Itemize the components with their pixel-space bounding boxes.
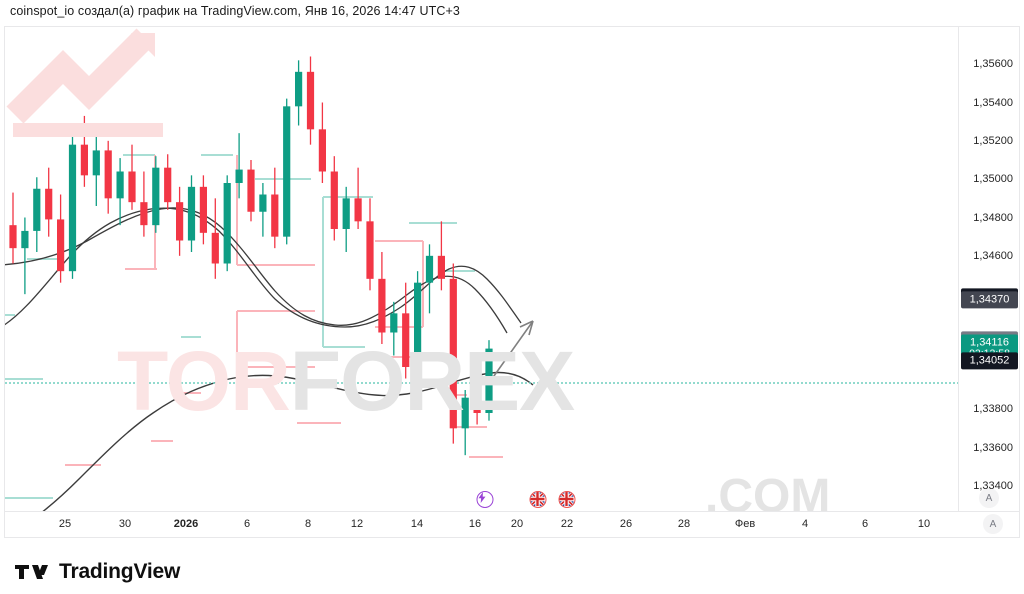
candle	[402, 313, 410, 367]
price-tick-label: 1,33600	[973, 441, 1013, 454]
candle	[366, 221, 374, 279]
time-tick-label: 4	[801, 518, 809, 530]
candle	[330, 171, 338, 229]
time-tick-label: 25	[58, 518, 72, 530]
chart-frame: TORFOREX .COM	[4, 26, 1020, 538]
time-tick-label: 20	[510, 518, 524, 530]
candle	[306, 71, 315, 130]
time-scale[interactable]: 25 30 2026 6 8 12 14 16 20 22 26 28 Фев 4 6 10 A	[5, 511, 1019, 537]
candle	[473, 397, 481, 413]
candle	[116, 171, 124, 199]
time-tick-label: 2026	[173, 518, 199, 530]
economic-event-gbp-flag-icon-2[interactable]	[558, 491, 576, 508]
economic-event-bolt-icon[interactable]	[476, 491, 494, 508]
candle	[461, 397, 469, 429]
candle	[187, 186, 196, 241]
candle	[414, 282, 422, 367]
candle	[104, 150, 112, 199]
price-scale[interactable]: A 1,35600 1,35400 1,35200 1,35000 1,34800 1,3…	[958, 27, 1019, 512]
candle	[9, 225, 17, 249]
candle	[140, 202, 148, 226]
price-tick-label: 1,35600	[973, 58, 1013, 71]
time-tick-label: 28	[677, 518, 691, 530]
tradingview-logo-icon	[15, 565, 48, 579]
candle	[342, 198, 350, 229]
candle	[199, 186, 207, 233]
economic-event-gbp-flag-icon[interactable]	[529, 491, 547, 508]
share-caption: coinspot_io создал(а) график на TradingV…	[10, 4, 460, 18]
price-tick-label: 1,35000	[973, 173, 1013, 186]
candle	[425, 255, 434, 283]
candle	[378, 278, 386, 333]
time-autoscale-button[interactable]: A	[983, 514, 1003, 534]
time-tick-label: 12	[350, 518, 364, 530]
time-tick-label: 6	[243, 518, 251, 530]
candle	[211, 232, 219, 264]
candle	[57, 219, 65, 272]
tradingview-brand-name: TradingView	[59, 560, 181, 583]
candle	[283, 106, 291, 237]
time-tick-label: 14	[410, 518, 424, 530]
candle	[318, 129, 326, 172]
candle	[21, 230, 29, 249]
chart-plot-area[interactable]: TORFOREX .COM	[5, 27, 960, 512]
price-tick-label: 1,35200	[973, 134, 1013, 147]
candle	[485, 348, 493, 413]
price-series-layer	[5, 56, 960, 512]
candle	[354, 198, 362, 222]
time-tick-label: Фев	[734, 518, 756, 530]
candle	[295, 71, 303, 107]
ma-line-mid	[5, 207, 508, 334]
price-tick-label: 1,34600	[973, 249, 1013, 262]
price-tick-label: 1,34800	[973, 211, 1013, 224]
time-tick-label: 16	[468, 518, 482, 530]
ma-line-fast	[5, 207, 522, 328]
candle	[176, 202, 184, 241]
candle	[223, 183, 231, 264]
time-tick-label: 8	[304, 518, 312, 530]
candle	[152, 167, 160, 226]
candle	[128, 171, 136, 203]
time-tick-label: 22	[560, 518, 574, 530]
candle	[33, 188, 41, 231]
price-tick-label: 1,33400	[973, 479, 1013, 492]
time-tick-label: 6	[861, 518, 869, 530]
time-tick-label: 30	[118, 518, 132, 530]
candle	[235, 169, 243, 183]
candle	[164, 167, 172, 203]
low-level-badge[interactable]: 1,34052	[961, 352, 1018, 370]
price-tick-label: 1,35400	[973, 96, 1013, 109]
candle	[437, 255, 445, 279]
candle	[390, 313, 398, 333]
price-autoscale-button[interactable]: A	[979, 488, 999, 508]
price-tick-label: 1,33800	[973, 403, 1013, 416]
candlestick-series	[9, 56, 493, 456]
forecast-arrow-annotation[interactable]	[488, 320, 534, 384]
tradingview-footer: TradingView	[14, 560, 180, 584]
candle	[449, 278, 457, 429]
candle	[259, 194, 267, 212]
ma-line-slow	[41, 371, 534, 512]
candle	[80, 144, 88, 176]
candle	[247, 169, 255, 212]
time-tick-label: 26	[619, 518, 633, 530]
candle	[45, 188, 53, 220]
candle	[271, 194, 279, 237]
time-tick-label: 10	[917, 518, 931, 530]
candle	[68, 144, 77, 272]
candle	[92, 150, 100, 176]
ma-value-badge[interactable]: 1,34370	[961, 291, 1018, 309]
